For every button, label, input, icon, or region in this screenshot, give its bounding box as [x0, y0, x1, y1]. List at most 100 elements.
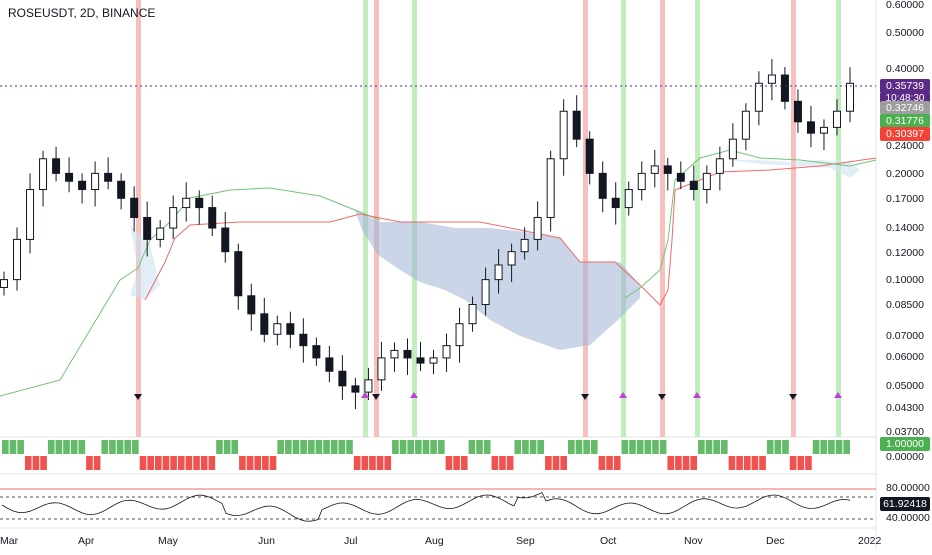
bear-strip — [613, 456, 621, 470]
bull-strip — [659, 440, 667, 454]
bull-strip — [63, 440, 70, 454]
candle-body — [624, 189, 633, 209]
candle-body — [52, 158, 61, 174]
candle-body — [78, 180, 87, 191]
candle-body — [559, 110, 568, 160]
candle-body — [611, 197, 620, 209]
bear-strip — [269, 456, 277, 470]
bear-strip — [690, 456, 698, 470]
bull-strip — [468, 440, 476, 454]
candle-body — [663, 165, 672, 174]
bear-strip — [262, 456, 269, 470]
bull-strip — [636, 440, 644, 454]
bear-strip — [239, 456, 246, 470]
buy-marker — [693, 392, 701, 398]
red-line-tag: 0.30397 — [880, 127, 930, 141]
buy-marker — [410, 392, 418, 398]
bull-strip — [820, 440, 828, 454]
candle-body — [416, 357, 425, 364]
buy-marker — [361, 392, 369, 398]
candle-body — [715, 158, 724, 174]
time-tick: Jul — [344, 535, 358, 547]
candle-body — [780, 74, 789, 102]
sell-marker — [789, 394, 797, 400]
bull-strip — [629, 440, 636, 454]
candle-body — [104, 172, 113, 182]
candle-body — [572, 110, 581, 140]
bull-strip — [698, 440, 705, 454]
buy-band — [621, 0, 626, 437]
candle-body — [338, 370, 347, 387]
candle-body — [195, 197, 204, 209]
bull-strip — [399, 440, 407, 454]
candle-body — [403, 349, 412, 359]
price-tick: 0.08500 — [886, 299, 924, 311]
bear-strip — [606, 456, 613, 470]
bear-strip — [506, 456, 514, 470]
candle-body — [689, 180, 698, 191]
osc1-tick-zero: 0.00000 — [886, 451, 924, 463]
bull-strip — [843, 440, 850, 454]
candle-body — [260, 313, 269, 335]
bear-strip — [208, 456, 216, 470]
bull-strip — [116, 440, 124, 454]
candle-body — [299, 333, 308, 347]
bear-strip — [560, 456, 567, 470]
bull-strip — [124, 440, 132, 454]
leading-span-a — [0, 187, 381, 397]
candle-body — [806, 121, 815, 134]
sell-band — [583, 0, 588, 437]
bull-strip — [216, 440, 223, 454]
bull-strip — [514, 440, 522, 454]
candle-body — [286, 323, 295, 335]
bull-strip — [782, 440, 789, 454]
candle-body — [468, 304, 477, 325]
bear-strip — [552, 456, 560, 470]
candle-body — [130, 197, 139, 218]
osc2-line — [1, 492, 851, 522]
price-tick: 0.04300 — [886, 402, 924, 414]
cloud-value-tag: 0.32746 — [880, 101, 930, 115]
price-tick: 0.14000 — [886, 222, 924, 234]
osc2-current-tag: 61.92418 — [880, 497, 930, 511]
bear-strip — [177, 456, 185, 470]
candle-body — [494, 264, 503, 281]
sell-marker — [658, 394, 666, 400]
candle-body — [442, 345, 451, 359]
bear-strip — [154, 456, 162, 470]
bear-strip — [86, 456, 93, 470]
price-tick: 0.07000 — [886, 330, 924, 342]
candle-body — [702, 172, 711, 191]
buy-marker — [619, 392, 627, 398]
bull-strip — [835, 440, 843, 454]
candle-body — [832, 110, 841, 128]
bull-strip — [644, 440, 652, 454]
bull-strip — [483, 440, 491, 454]
candle-body — [117, 180, 126, 199]
candle-body — [143, 216, 152, 240]
sell-marker — [581, 394, 589, 400]
bull-strip — [292, 440, 300, 454]
bull-strip — [590, 440, 598, 454]
bull-strip — [338, 440, 346, 454]
candle-body — [390, 349, 399, 359]
bear-strip — [598, 456, 606, 470]
candle-body — [169, 207, 178, 229]
bear-strip — [24, 456, 32, 470]
candle-body — [546, 158, 555, 218]
bear-strip — [545, 456, 552, 470]
candle-body — [156, 227, 165, 240]
buy-marker — [834, 392, 842, 398]
bear-strip — [246, 456, 254, 470]
price-tick: 0.03700 — [886, 426, 924, 438]
bear-strip — [736, 456, 743, 470]
candle-body — [754, 82, 763, 112]
candle-body — [793, 100, 802, 123]
price-tick: 0.24000 — [886, 140, 924, 152]
bear-strip — [193, 456, 200, 470]
bear-strip — [460, 456, 468, 470]
price-tick: 0.10000 — [886, 274, 924, 286]
bull-strip — [720, 440, 728, 454]
